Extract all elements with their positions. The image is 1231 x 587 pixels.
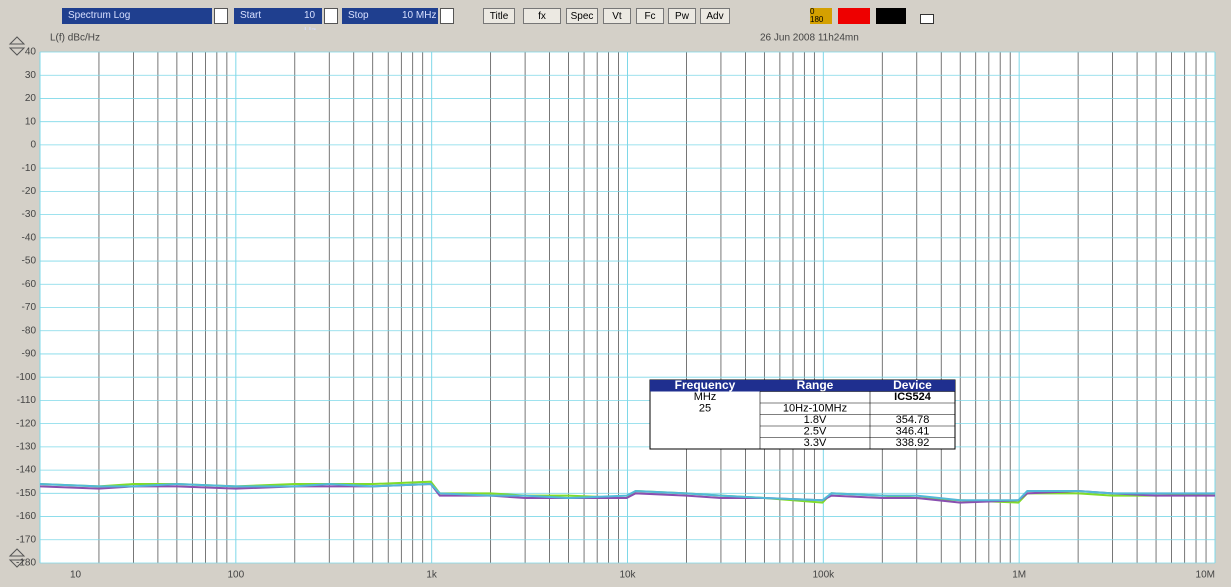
table-cell: 1.8V: [804, 414, 827, 426]
table-cell: 354.78: [896, 414, 930, 426]
chart: L(f) dBc/Hz 26 Jun 2008 11h24mn 40 30 20 10…: [0, 30, 1231, 587]
toolbar-button[interactable]: Pw: [668, 8, 696, 24]
x-tick-label: 10M: [1196, 570, 1215, 581]
y-tick-label: -90: [22, 349, 37, 360]
table-cell: 3.3V: [804, 437, 827, 449]
toolbar-button[interactable]: fx: [523, 8, 561, 24]
scroll-icon[interactable]: [8, 548, 26, 568]
stop-value[interactable]: 10 MHz: [392, 8, 438, 24]
table-cell: MHz: [694, 391, 717, 403]
color-box[interactable]: [876, 8, 906, 24]
scroll-icon[interactable]: [8, 36, 26, 56]
dropdown[interactable]: [214, 8, 228, 24]
table-cell: 338.92: [896, 437, 930, 449]
y-tick-label: -60: [22, 279, 37, 290]
y-tick-label: -130: [16, 442, 36, 453]
dropdown[interactable]: [440, 8, 454, 24]
checkbox[interactable]: [920, 14, 934, 24]
y-tick-label: 30: [25, 70, 37, 81]
table-cell: 10Hz-10MHz: [783, 403, 847, 415]
table-cell: 346.41: [896, 426, 930, 438]
toolbar-button[interactable]: Fc: [636, 8, 664, 24]
table-header: Frequency: [675, 378, 736, 392]
y-tick-label: 0: [30, 140, 36, 151]
x-tick-label: 1M: [1012, 570, 1026, 581]
phase-box[interactable]: 0 180: [810, 8, 832, 24]
table-cell: 25: [699, 403, 711, 415]
y-tick-label: -10: [22, 163, 37, 174]
toolbar-button[interactable]: Vt: [603, 8, 631, 24]
y-tick-label: 20: [25, 93, 37, 104]
y-tick-label: -50: [22, 256, 37, 267]
dropdown[interactable]: [324, 8, 338, 24]
toolbar: Spectrum Log Start 10 Hz Stop 10 MHz Tit…: [0, 0, 1231, 37]
y-tick-label: -120: [16, 418, 36, 429]
y-tick-label: -40: [22, 232, 37, 243]
start-label: Start: [234, 8, 284, 24]
toolbar-button[interactable]: Adv: [700, 8, 730, 24]
y-tick-label: 10: [25, 116, 37, 127]
table-header: Range: [797, 378, 834, 392]
y-tick-label: -170: [16, 534, 36, 545]
series-line: [39, 483, 1215, 502]
y-tick-label: -140: [16, 465, 36, 476]
y-tick-label: -30: [22, 209, 37, 220]
y-tick-label: -110: [17, 395, 37, 406]
start-value[interactable]: 10 Hz: [284, 8, 322, 37]
table-header-bg: [650, 380, 955, 392]
table-cell: ICS524: [894, 391, 932, 403]
table-header: Device: [893, 378, 932, 392]
x-tick-label: 10: [70, 570, 82, 581]
y-tick-label: -160: [16, 511, 36, 522]
device-table: Frequency Range Device MHz ICS524 25 10Hz-10MH…: [649, 378, 956, 450]
x-tick-label: 100k: [812, 570, 835, 581]
table-cell: 2.5V: [804, 426, 827, 438]
cursor-box[interactable]: [838, 8, 870, 24]
y-tick-label: -80: [22, 325, 37, 336]
toolbar-button[interactable]: Spec: [566, 8, 598, 24]
toolbar-button[interactable]: Title: [483, 8, 515, 24]
y-tick-label: -100: [16, 372, 36, 383]
timestamp: 26 Jun 2008 11h24mn: [760, 33, 859, 44]
phase-top: 0: [810, 7, 815, 16]
x-tick-label: 100: [227, 570, 244, 581]
phase-bottom: 180: [810, 15, 824, 24]
y-tick-label: -20: [22, 186, 37, 197]
x-tick-label: 10k: [619, 570, 636, 581]
y-tick-label: -150: [16, 488, 36, 499]
stop-label: Stop: [342, 8, 392, 24]
y-tick-label: 40: [25, 47, 37, 58]
x-tick-label: 1k: [426, 570, 438, 581]
y-tick-label: -180: [16, 558, 36, 569]
mode-select[interactable]: Spectrum Log: [62, 8, 212, 24]
y-axis-label: L(f) dBc/Hz: [50, 33, 100, 44]
y-tick-label: -70: [22, 302, 37, 313]
